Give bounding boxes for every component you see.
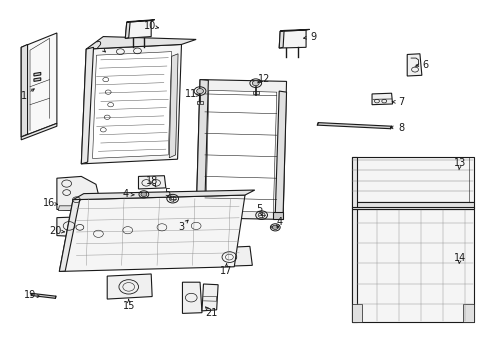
Polygon shape — [107, 274, 152, 299]
Polygon shape — [351, 202, 474, 208]
Polygon shape — [57, 176, 98, 211]
Polygon shape — [351, 304, 362, 321]
Polygon shape — [372, 93, 392, 105]
Polygon shape — [73, 190, 255, 200]
Circle shape — [196, 89, 203, 94]
Text: 13: 13 — [454, 158, 466, 168]
Text: 4: 4 — [276, 217, 282, 227]
Polygon shape — [196, 80, 208, 219]
Polygon shape — [318, 123, 392, 129]
Polygon shape — [351, 210, 357, 321]
Polygon shape — [211, 246, 252, 267]
Text: 1: 1 — [21, 91, 27, 101]
Polygon shape — [280, 30, 310, 31]
Polygon shape — [351, 210, 474, 321]
Polygon shape — [182, 282, 202, 314]
Text: 4: 4 — [122, 189, 128, 199]
Polygon shape — [463, 304, 474, 321]
Polygon shape — [59, 195, 245, 271]
Text: 20: 20 — [49, 226, 62, 236]
Text: 5: 5 — [257, 204, 263, 214]
Text: 21: 21 — [206, 309, 218, 318]
Polygon shape — [201, 211, 211, 218]
Polygon shape — [59, 199, 80, 271]
Text: 18: 18 — [146, 176, 158, 186]
Polygon shape — [21, 123, 57, 140]
Circle shape — [141, 192, 147, 197]
Polygon shape — [351, 157, 474, 202]
Polygon shape — [34, 72, 41, 76]
Polygon shape — [21, 33, 57, 137]
Text: 8: 8 — [398, 123, 404, 133]
Text: 3: 3 — [178, 222, 185, 231]
Text: 7: 7 — [398, 97, 404, 107]
Text: 10: 10 — [144, 21, 156, 31]
Polygon shape — [196, 80, 287, 220]
Polygon shape — [127, 20, 155, 22]
Polygon shape — [57, 217, 96, 237]
Polygon shape — [279, 30, 306, 48]
Text: 11: 11 — [185, 89, 197, 99]
Polygon shape — [34, 78, 41, 81]
Polygon shape — [407, 54, 422, 76]
Polygon shape — [271, 226, 279, 228]
Polygon shape — [275, 91, 287, 214]
Polygon shape — [21, 44, 27, 137]
Polygon shape — [279, 31, 284, 48]
Text: 5: 5 — [165, 188, 171, 198]
Text: 14: 14 — [454, 253, 466, 263]
Polygon shape — [81, 44, 181, 164]
Polygon shape — [125, 21, 151, 39]
Polygon shape — [169, 54, 178, 158]
Circle shape — [272, 225, 278, 229]
Text: 17: 17 — [220, 266, 233, 276]
Polygon shape — [31, 293, 56, 298]
Polygon shape — [86, 37, 196, 49]
Polygon shape — [206, 90, 277, 212]
Text: 19: 19 — [24, 291, 36, 301]
Polygon shape — [202, 284, 218, 311]
Polygon shape — [93, 51, 172, 158]
Text: 15: 15 — [122, 301, 135, 311]
Polygon shape — [253, 91, 259, 94]
Polygon shape — [351, 207, 474, 210]
Polygon shape — [125, 22, 130, 39]
Polygon shape — [273, 212, 283, 220]
Circle shape — [252, 81, 259, 86]
Text: 6: 6 — [423, 60, 429, 70]
Polygon shape — [139, 176, 166, 189]
Text: 2: 2 — [95, 41, 101, 50]
Polygon shape — [81, 47, 94, 164]
Text: 16: 16 — [43, 198, 55, 208]
Polygon shape — [197, 101, 203, 104]
Text: 9: 9 — [310, 32, 317, 41]
Text: 12: 12 — [258, 74, 271, 84]
Polygon shape — [140, 193, 148, 195]
Polygon shape — [351, 157, 357, 208]
Polygon shape — [58, 206, 73, 211]
